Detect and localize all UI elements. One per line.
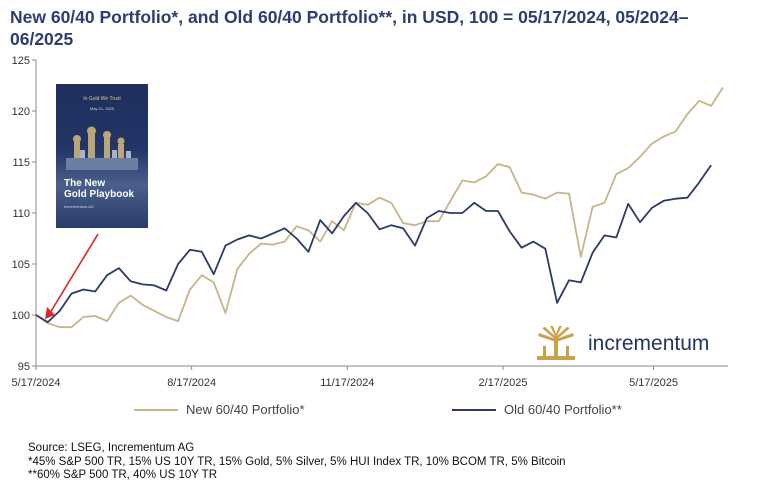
incrementum-logo: incrementum xyxy=(536,326,709,362)
new-portfolio-note: *45% S&P 500 TR, 15% US 10Y TR, 15% Gold… xyxy=(28,455,566,468)
x-tick-label: 5/17/2025 xyxy=(629,377,678,389)
y-tick-label: 120 xyxy=(12,106,30,118)
old-portfolio-note: **60% S&P 500 TR, 40% US 10Y TR xyxy=(28,469,218,481)
chart-title: New 60/40 Portfolio*, and Old 60/40 Port… xyxy=(10,7,689,49)
line-chart: 95 100 105 110 115 120 125 5/17/2024 8/17/2024 11… xyxy=(12,55,728,389)
y-tick-label: 110 xyxy=(12,208,30,220)
legend-label-new: New 60/40 Portfolio* xyxy=(186,402,305,417)
arrow-head-icon xyxy=(45,307,55,319)
legend-item-old: Old 60/40 Portfolio** xyxy=(452,402,622,417)
series-lines xyxy=(35,87,724,329)
x-tick-label: 5/17/2024 xyxy=(12,377,61,389)
footnotes: Source: LSEG, Incrementum AG *45% S&P 50… xyxy=(28,442,566,483)
legend-label-old: Old 60/40 Portfolio** xyxy=(504,402,622,417)
logo-wordmark: incrementum xyxy=(588,332,710,355)
chess-pieces-icon xyxy=(66,126,138,170)
y-tick-label: 100 xyxy=(12,310,30,322)
y-tick-label: 115 xyxy=(12,157,30,169)
cover-title: The New Gold Playbook xyxy=(64,178,135,200)
cover-date: May 21, 2025 xyxy=(89,106,115,111)
legend-item-new: New 60/40 Portfolio* xyxy=(134,402,305,417)
legend-swatch-new xyxy=(134,408,178,411)
y-tick-label: 95 xyxy=(18,361,30,373)
series-line-old-portfolio xyxy=(35,164,712,324)
arrow-shaft xyxy=(49,233,99,314)
legend-swatch-old xyxy=(452,408,496,411)
y-tick-label: 125 xyxy=(12,55,30,67)
report-cover-image: In Gold We Trust May 21, 2025 The New Go… xyxy=(56,84,148,228)
series-line-new-portfolio xyxy=(35,87,724,329)
axes: 95 100 105 110 115 120 125 5/17/2024 8/17/2024 11… xyxy=(12,55,728,389)
cover-header: In Gold We Trust xyxy=(83,96,121,102)
x-tick-label: 2/17/2025 xyxy=(479,377,528,389)
y-tick-label: 105 xyxy=(12,259,30,271)
x-tick-label: 11/17/2024 xyxy=(320,377,374,389)
cover-subtitle: Incrementum AG xyxy=(64,204,95,209)
tree-logo-icon xyxy=(537,326,575,360)
x-tick-label: 8/17/2024 xyxy=(167,377,216,389)
source-note: Source: LSEG, Incrementum AG xyxy=(28,442,195,454)
annotation-arrow xyxy=(45,233,99,319)
